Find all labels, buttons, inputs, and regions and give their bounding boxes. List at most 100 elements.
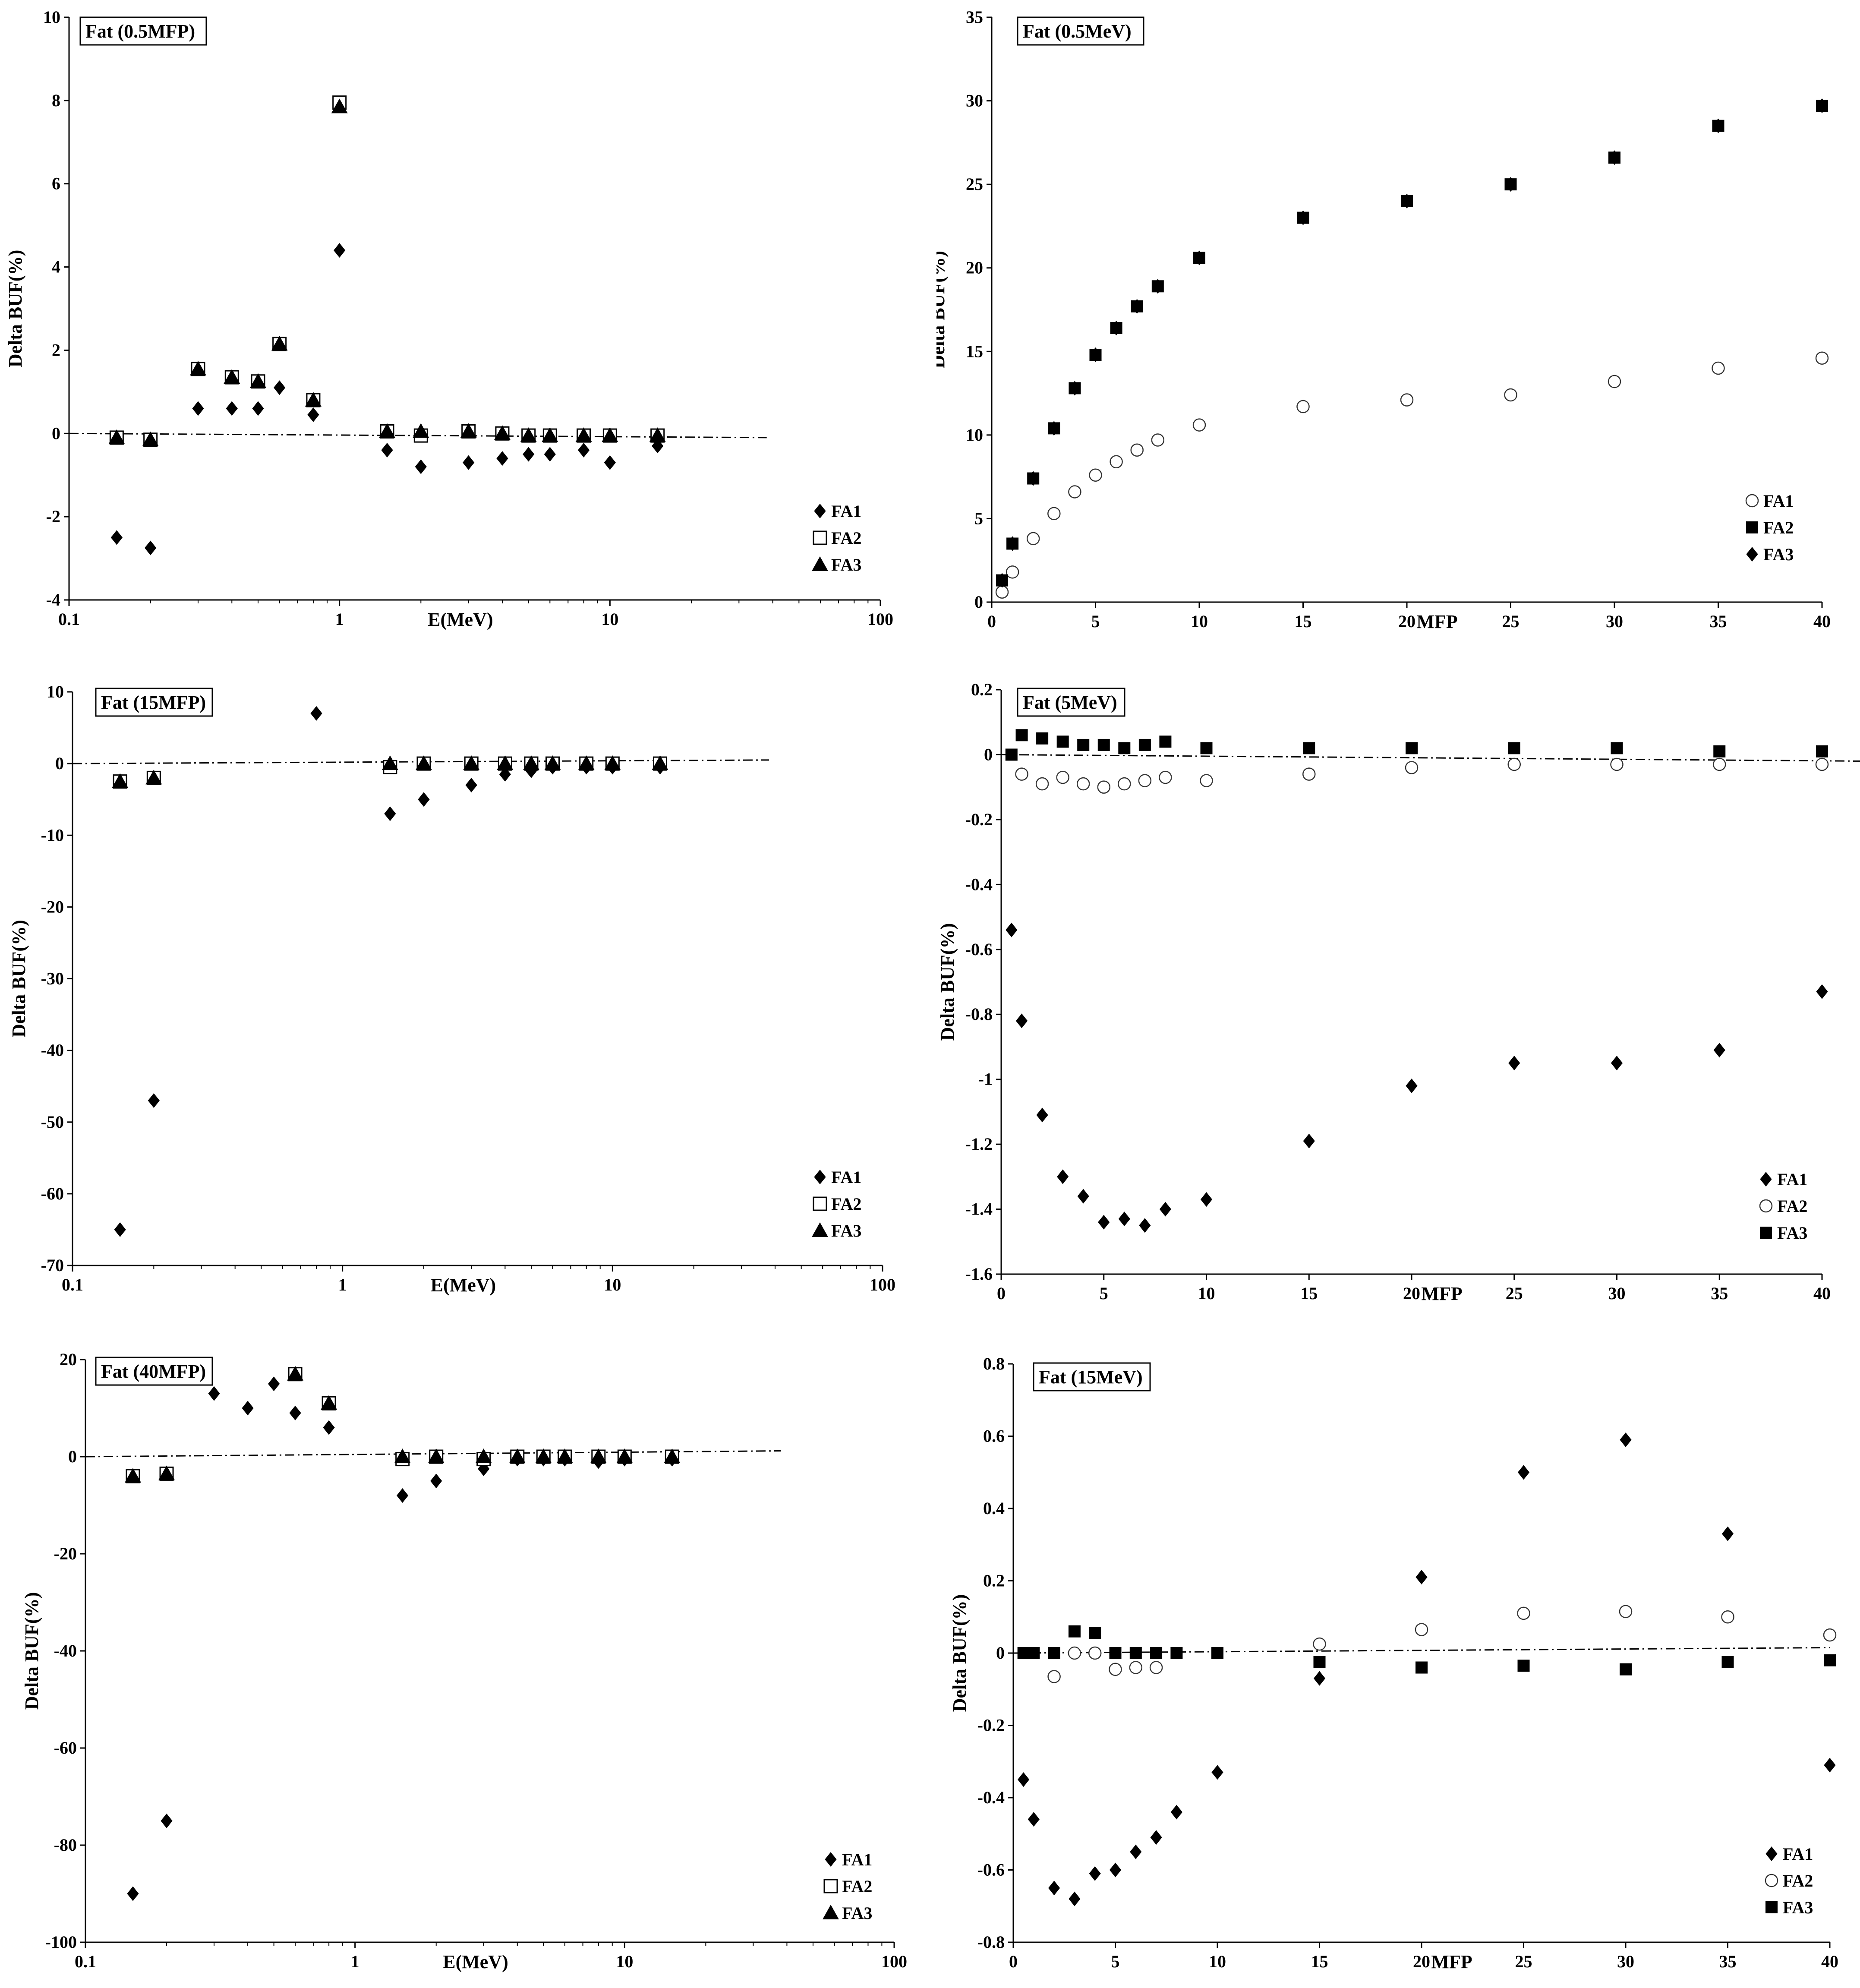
legend-label-fa2: FA2 bbox=[1763, 518, 1794, 537]
x-tick-label: 30 bbox=[1617, 1952, 1634, 1971]
y-tick-label: -60 bbox=[41, 1184, 64, 1203]
data-point-fa1 bbox=[1721, 1526, 1734, 1541]
data-point-fa2 bbox=[1610, 757, 1624, 771]
y-tick-label: 10 bbox=[47, 682, 64, 701]
y-tick-label: -0.8 bbox=[977, 1932, 1005, 1952]
chart-fat-40mfp: -100 -80 -60 -40 -20 0 20 0.1 1 10 100 E(MeV) Delta … bbox=[21, 1350, 907, 1972]
chart-title: Fat (0.5MFP) bbox=[79, 16, 207, 46]
x-tick-label: 25 bbox=[1515, 1952, 1532, 1971]
data-point-fa1 bbox=[430, 1474, 442, 1489]
data-point-fa1 bbox=[1200, 1192, 1213, 1207]
x-tick-label: 10 bbox=[1191, 612, 1208, 631]
x-tick-label: 1 bbox=[351, 1952, 359, 1971]
x-tick-label: 0.1 bbox=[75, 1952, 96, 1971]
data-point-fa3 bbox=[652, 755, 668, 770]
data-point-fa1 bbox=[1192, 418, 1206, 432]
x-tick-label: 100 bbox=[867, 609, 893, 629]
y-tick-label: 20 bbox=[60, 1350, 77, 1369]
legend-label-fa2: FA2 bbox=[831, 1194, 861, 1214]
data-point-fa3 bbox=[250, 373, 267, 388]
data-point-fa1 bbox=[578, 442, 590, 458]
y-tick-label: -70 bbox=[41, 1256, 64, 1275]
data-point-fa2 bbox=[1415, 1623, 1428, 1636]
y-tick-label: 6 bbox=[52, 174, 60, 193]
y-tick-label: -60 bbox=[54, 1738, 77, 1758]
data-point-fa3 bbox=[1816, 98, 1828, 114]
chart-title: Fat (15MeV) bbox=[1033, 1362, 1151, 1392]
data-point-fa2 bbox=[1313, 1637, 1326, 1651]
y-axis-label: Delta BUF(%) bbox=[937, 923, 958, 1041]
series-fa2 bbox=[1047, 1605, 1837, 1683]
data-point-fa1 bbox=[1036, 1108, 1048, 1123]
legend-label-fa1: FA1 bbox=[1777, 1170, 1807, 1189]
data-point-fa1 bbox=[268, 1376, 280, 1392]
y-tick-label: 0 bbox=[55, 754, 64, 773]
data-point-fa1 bbox=[1815, 351, 1829, 365]
data-point-fa3 bbox=[394, 1448, 411, 1463]
data-point-fa2 bbox=[1405, 761, 1419, 774]
data-point-fa1 bbox=[463, 455, 475, 470]
chart-fat-5mev: -1.6 -1.4 -1.2 -1 -0.8 -0.6 -0.4 -0.2 0 0.2 0 5 10 15… bbox=[937, 680, 1860, 1304]
x-axis-label: MFP bbox=[1421, 1283, 1462, 1304]
x-tick-label: 40 bbox=[1821, 1952, 1838, 1971]
x-tick-label: 5 bbox=[1100, 1284, 1108, 1303]
data-point-fa1 bbox=[1151, 433, 1165, 447]
data-point-fa1 bbox=[523, 447, 535, 462]
data-point-fa3 bbox=[1193, 250, 1205, 265]
legend-marker-fa2 bbox=[813, 530, 827, 545]
y-tick-label: -0.6 bbox=[965, 940, 993, 959]
data-point-fa3 bbox=[602, 427, 618, 442]
legend-label-fa1: FA1 bbox=[831, 502, 861, 521]
data-point-fa3 bbox=[271, 335, 288, 350]
data-point-fa1 bbox=[1089, 468, 1102, 482]
y-tick-label: -0.8 bbox=[965, 1004, 993, 1024]
data-point-fa1 bbox=[1712, 361, 1725, 375]
data-point-fa3 bbox=[1077, 738, 1090, 751]
legend-marker-fa3 bbox=[812, 1222, 828, 1237]
data-point-fa3 bbox=[1620, 1663, 1632, 1676]
x-tick-label: 10 bbox=[601, 609, 618, 629]
data-point-fa1 bbox=[1313, 1671, 1326, 1686]
data-point-fa3 bbox=[1110, 321, 1122, 336]
data-point-fa3 bbox=[460, 423, 477, 438]
data-point-fa3 bbox=[542, 427, 558, 442]
series-fa2 bbox=[109, 95, 665, 447]
y-tick-label: -40 bbox=[54, 1641, 77, 1660]
data-point-fa1 bbox=[1047, 507, 1061, 521]
data-point-fa3 bbox=[1152, 279, 1164, 294]
y-tick-label: -0.6 bbox=[977, 1860, 1005, 1880]
data-point-fa3 bbox=[416, 755, 432, 770]
data-point-fa2 bbox=[1015, 767, 1028, 781]
data-point-fa3 bbox=[1504, 177, 1517, 192]
chart-fat-0.5mfp: -4 -2 0 2 4 6 8 10 0.1 1 10 100 E(MeV) Delta BUF(%) Fa… bbox=[5, 7, 893, 630]
data-point-fa3 bbox=[590, 1448, 607, 1463]
y-tick-label: -0.4 bbox=[965, 874, 993, 894]
legend-marker-fa3 bbox=[812, 556, 828, 571]
data-point-fa3 bbox=[664, 1448, 681, 1463]
y-tick-label: -10 bbox=[41, 825, 64, 845]
data-point-fa1 bbox=[1608, 375, 1621, 388]
data-point-fa1 bbox=[145, 540, 157, 555]
legend-marker-fa3 bbox=[823, 1905, 839, 1919]
data-point-fa1 bbox=[384, 806, 396, 821]
y-tick-label: -2 bbox=[46, 507, 60, 526]
chart-title-box bbox=[95, 688, 213, 717]
y-tick-label: -20 bbox=[41, 897, 64, 916]
data-point-fa3 bbox=[1816, 745, 1828, 757]
data-point-fa3 bbox=[544, 755, 561, 770]
data-point-fa1 bbox=[1296, 400, 1310, 413]
data-point-fa3 bbox=[556, 1448, 573, 1463]
data-point-fa2 bbox=[1302, 767, 1316, 781]
legend-marker-fa2 bbox=[1759, 1199, 1773, 1213]
data-point-fa1 bbox=[652, 439, 664, 454]
x-tick-label: 1 bbox=[335, 609, 344, 629]
series-fa3 bbox=[124, 1366, 681, 1483]
data-point-fa3 bbox=[142, 431, 159, 446]
series-fa3 bbox=[996, 98, 1828, 588]
data-point-fa1 bbox=[334, 243, 346, 258]
y-tick-label: 0.2 bbox=[971, 680, 993, 699]
y-axis-label: Delta BUF(%) bbox=[5, 250, 26, 368]
legend: FA1 FA2 FA3 bbox=[1759, 1170, 1807, 1243]
y-tick-label: -0.2 bbox=[965, 810, 993, 829]
y-tick-label: -80 bbox=[54, 1835, 77, 1855]
